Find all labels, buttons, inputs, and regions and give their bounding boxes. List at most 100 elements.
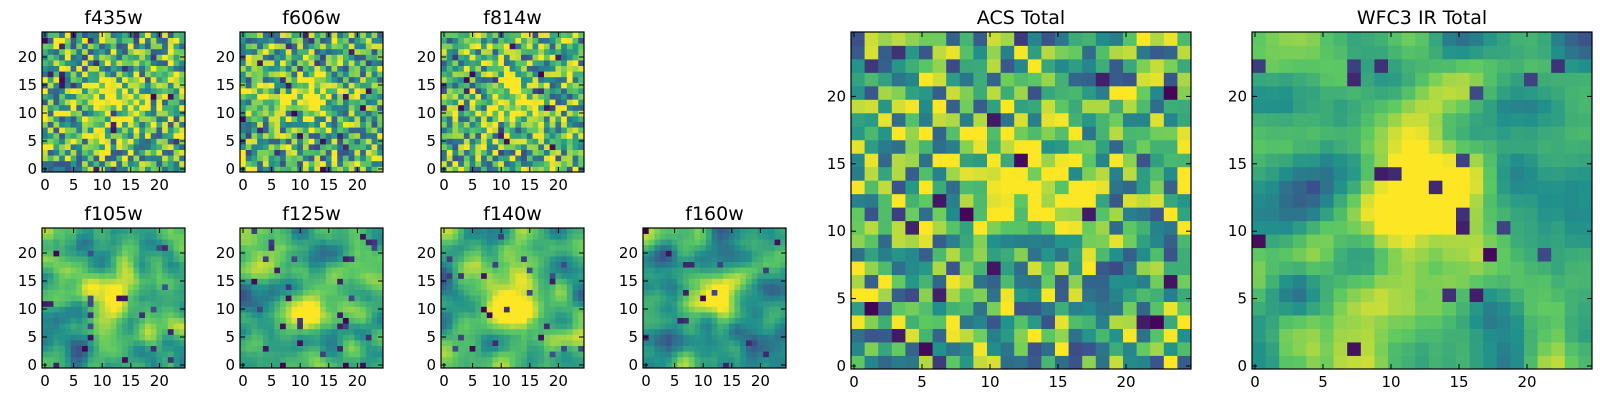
- heatmap-cell: [561, 323, 568, 330]
- heatmap-cell: [144, 121, 152, 128]
- heatmap-cell: [162, 149, 169, 156]
- heatmap-cell: [308, 149, 315, 156]
- heatmap-cell: [371, 104, 378, 111]
- heatmap-cell: [475, 340, 482, 346]
- heatmap-cell: [280, 284, 287, 290]
- heatmap-cell: [723, 289, 730, 296]
- heatmap-cell: [1163, 220, 1178, 235]
- heatmap-cell: [133, 256, 140, 262]
- heatmap-cell: [509, 362, 516, 369]
- heatmap-cell: [463, 43, 470, 50]
- heatmap-cell: [325, 345, 332, 352]
- heatmap-cell: [82, 272, 89, 279]
- heatmap-cell: [82, 82, 89, 89]
- heatmap-cell: [302, 295, 310, 302]
- heatmap-cell: [302, 65, 310, 72]
- heatmap-cell: [671, 278, 678, 285]
- heatmap-cell: [99, 121, 106, 128]
- heatmap-cell: [515, 267, 522, 274]
- heatmap-cell: [694, 362, 701, 369]
- heatmap-cell: [526, 256, 533, 262]
- heatmap-cell: [458, 267, 465, 274]
- heatmap-cell: [452, 351, 459, 358]
- heatmap-cell: [734, 328, 741, 335]
- heatmap-cell: [700, 267, 707, 274]
- heatmap-cell: [59, 272, 66, 279]
- heatmap-cell: [144, 351, 152, 358]
- heatmap-cell: [878, 328, 893, 343]
- heatmap-cell: [723, 256, 730, 262]
- heatmap-cell: [47, 233, 54, 240]
- heatmap-cell: [291, 250, 298, 257]
- heatmap-cell: [492, 244, 499, 251]
- heatmap-cell: [116, 362, 123, 369]
- heatmap-cell: [441, 284, 448, 290]
- heatmap-cell: [503, 121, 511, 128]
- heatmap-cell: [42, 149, 49, 156]
- heatmap-cell: [498, 278, 505, 285]
- heatmap-cell: [561, 256, 568, 262]
- heatmap-cell: [325, 356, 332, 363]
- heatmap-cell: [268, 160, 275, 167]
- heatmap-cell: [133, 144, 140, 150]
- heatmap-cell: [179, 37, 186, 44]
- heatmap-cell: [486, 351, 493, 358]
- heatmap-cell: [526, 340, 533, 346]
- heatmap-cell: [492, 323, 499, 330]
- heatmap-cell: [337, 82, 344, 89]
- heatmap-cell: [458, 334, 465, 341]
- heatmap-cell: [99, 37, 106, 44]
- heatmap-cell: [331, 160, 338, 167]
- heatmap-cell: [139, 289, 146, 296]
- heatmap-cell: [677, 328, 684, 335]
- heatmap-cell: [774, 228, 781, 234]
- heatmap-cell: [458, 71, 465, 78]
- heatmap-cell: [82, 121, 89, 128]
- heatmap-cell: [377, 149, 384, 156]
- heatmap-cell: [127, 239, 134, 246]
- heatmap-cell: [728, 295, 735, 302]
- heatmap-cell: [127, 323, 134, 330]
- heatmap-cell: [1014, 234, 1029, 249]
- heatmap-cell: [320, 32, 327, 38]
- heatmap-cell: [110, 239, 117, 246]
- heatmap-cell: [549, 295, 556, 302]
- heatmap-cell: [150, 138, 157, 145]
- heatmap-cell: [683, 284, 690, 290]
- heatmap-cell: [110, 328, 117, 335]
- heatmap-cell: [64, 82, 71, 89]
- heatmap-cell: [1082, 315, 1097, 329]
- heatmap-cell: [683, 261, 690, 268]
- axes-frame: [239, 31, 384, 173]
- heatmap-cell: [1163, 342, 1178, 356]
- heatmap-cell: [53, 340, 60, 346]
- heatmap-cell: [643, 317, 650, 324]
- heatmap-cell: [99, 261, 106, 268]
- heatmap-cell: [47, 267, 54, 274]
- heatmap-cell: [555, 278, 562, 285]
- heatmap-cell: [648, 340, 655, 346]
- heatmap-cell: [768, 261, 775, 268]
- heatmap-cell: [240, 121, 247, 128]
- heatmap-cell: [280, 127, 287, 134]
- heatmap-cell: [150, 228, 157, 234]
- heatmap-cell: [521, 116, 528, 122]
- heatmap-cell: [572, 356, 579, 363]
- heatmap-cell: [257, 65, 264, 72]
- heatmap-cell: [549, 32, 556, 38]
- heatmap-cell: [331, 239, 338, 246]
- heatmap-cell: [503, 351, 511, 358]
- heatmap-cell: [42, 312, 49, 318]
- heatmap-cell: [521, 317, 528, 324]
- heatmap-cell: [509, 295, 516, 302]
- heatmap-cell: [566, 362, 573, 369]
- x-tick-label: 0: [439, 176, 449, 194]
- heatmap-cell: [498, 71, 505, 78]
- heatmap-cell: [122, 317, 129, 324]
- heatmap-cell: [509, 37, 516, 44]
- heatmap-cell: [150, 48, 157, 55]
- heatmap-cell: [245, 82, 252, 89]
- heatmap-cell: [745, 289, 753, 296]
- heatmap-cell: [47, 149, 54, 156]
- heatmap-cell: [458, 116, 465, 122]
